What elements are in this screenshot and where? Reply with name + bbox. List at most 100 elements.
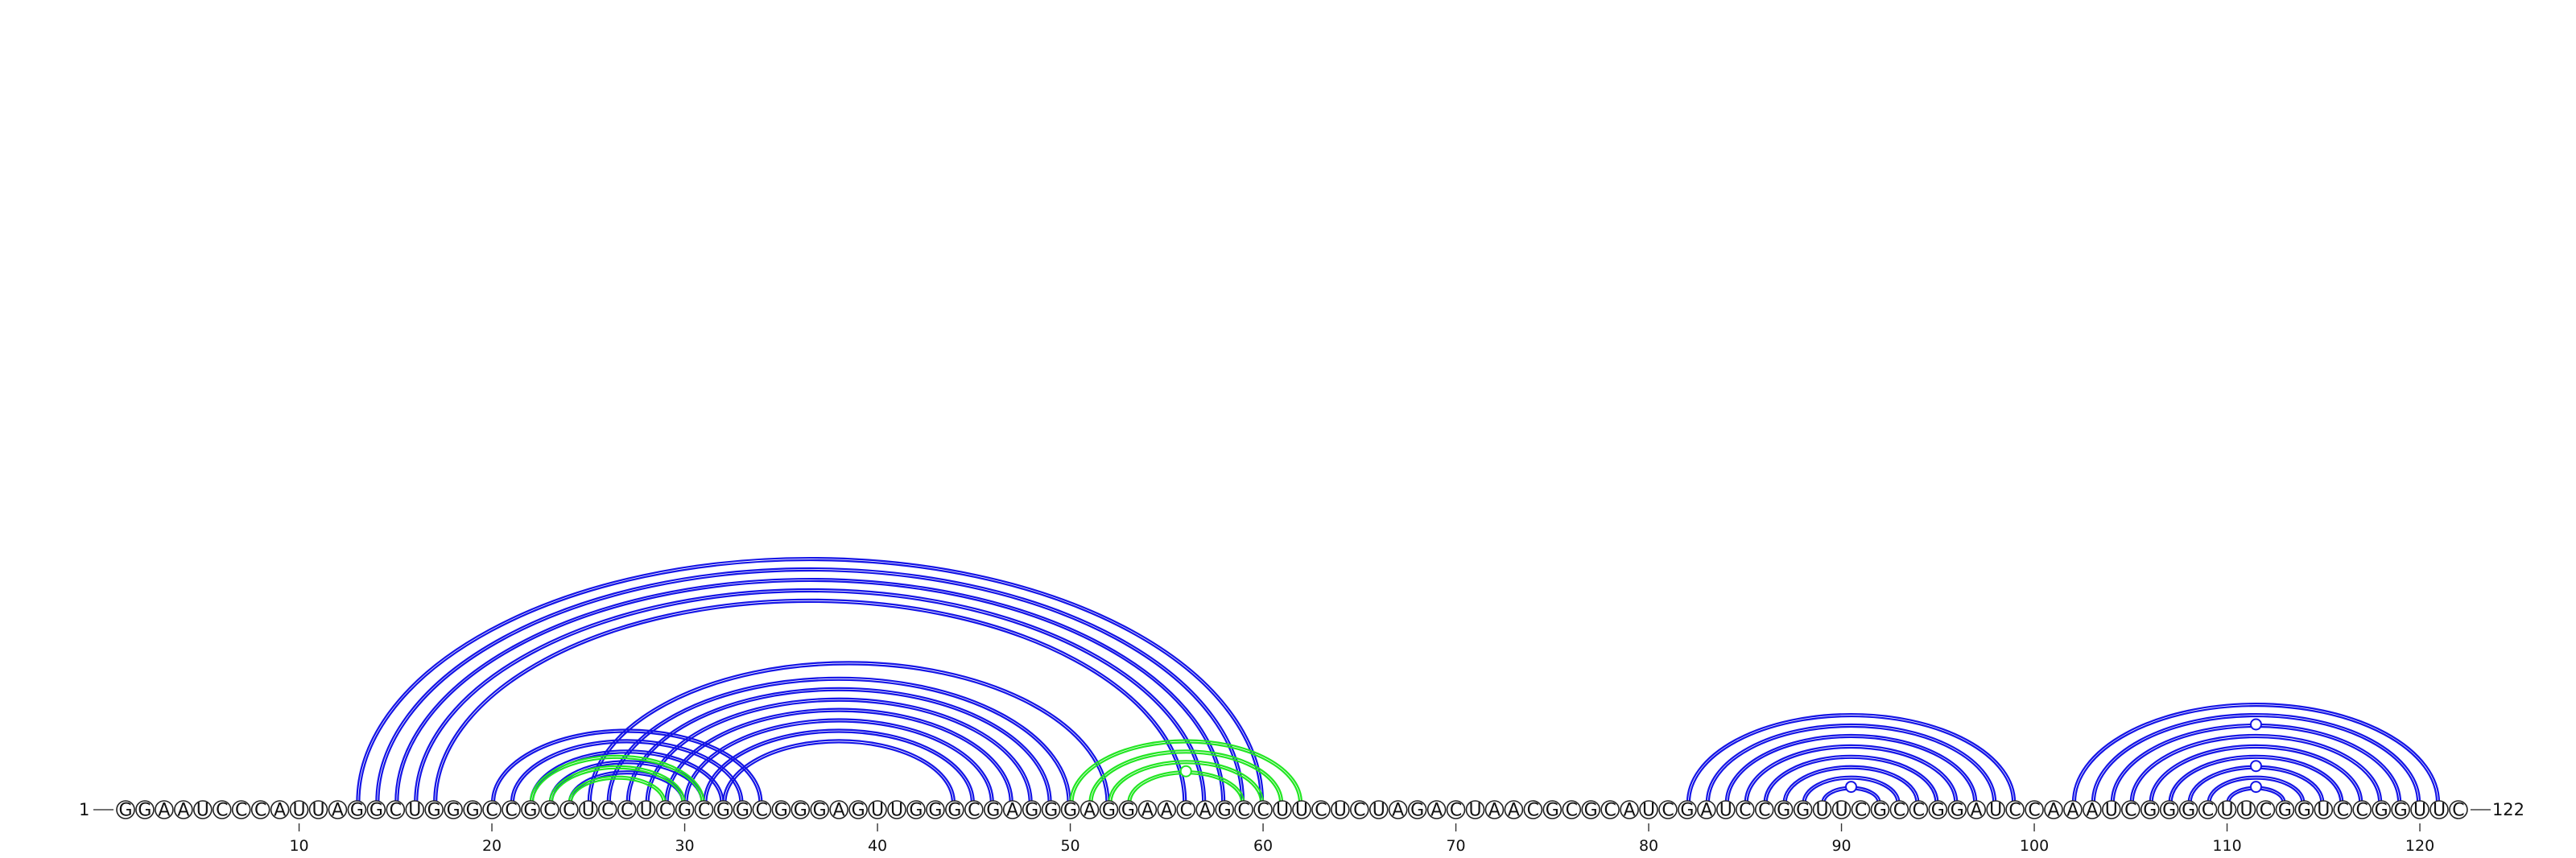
nucleotide-letter: C	[254, 801, 266, 821]
nucleotide-letter: U	[2105, 801, 2118, 821]
nucleotide-letter: G	[2278, 801, 2292, 821]
blue-pair-arc-inner	[2093, 715, 2419, 803]
nucleotide-circle	[1368, 800, 1389, 819]
nucleotide-circle	[1331, 800, 1350, 819]
nucleotide-letter: G	[2297, 801, 2311, 821]
blue-pair-arc	[2071, 703, 2441, 803]
nucleotide-circle	[405, 800, 425, 819]
nucleotide-circle	[155, 800, 174, 819]
nucleotide-circle	[1080, 800, 1100, 819]
nucleotide-letter: C	[2452, 801, 2464, 821]
nucleotide: G	[1870, 800, 1890, 821]
nucleotide: G	[1773, 800, 1794, 821]
green-pair-arc	[548, 765, 686, 803]
nucleotide-letter: G	[1044, 801, 1058, 821]
nucleotide-circle	[964, 800, 984, 819]
nucleotide-letter: G	[813, 801, 827, 821]
nucleotide: C	[2005, 800, 2025, 821]
nucleotide: G	[2140, 800, 2160, 821]
nucleotide-circle	[308, 800, 328, 819]
nucleotide-letter: C	[2008, 801, 2021, 821]
blue-pair-arc-inner	[1746, 746, 1956, 803]
nucleotide-circle	[733, 800, 753, 819]
tick-label: 80	[1639, 837, 1658, 855]
nucleotide-circle	[617, 800, 637, 819]
blue-pair-arc	[1763, 754, 1939, 803]
nucleotide-letter: G	[1777, 801, 1790, 821]
nucleotide: C	[597, 800, 617, 821]
nucleotide-letter: G	[1680, 801, 1694, 821]
nucleotide: G	[2391, 800, 2410, 821]
nucleotide-letter: G	[678, 801, 691, 821]
nucleotide-circle	[1678, 800, 1697, 819]
nucleotide-letter: U	[1989, 801, 2002, 821]
blue-pair-arc	[1724, 733, 1978, 803]
nucleotide: U	[1831, 800, 1852, 821]
nucleotide-letter: G	[909, 801, 923, 821]
nucleotide: A	[1426, 800, 1447, 821]
nucleotide-circle	[1639, 800, 1658, 819]
nucleotide-circle	[1022, 800, 1042, 819]
nucleotide: C	[1350, 800, 1369, 821]
nucleotide: U	[2217, 800, 2237, 821]
nucleotide: A	[1002, 800, 1022, 821]
nucleotide: G	[848, 800, 868, 821]
nucleotide: U	[1986, 800, 2005, 821]
tick-label: 10	[289, 837, 308, 855]
nucleotide: C	[1523, 800, 1543, 821]
nucleotide-circle	[1600, 800, 1620, 819]
nucleotide-circle	[2236, 800, 2256, 819]
nucleotide: C	[1889, 800, 1909, 821]
nucleotide: C	[212, 800, 232, 821]
blue-pair-arc	[1744, 744, 1959, 803]
nucleotide-circle	[366, 800, 386, 819]
nucleotide-circle	[636, 800, 656, 819]
nucleotide: C	[540, 800, 559, 821]
nucleotide-letter: U	[1373, 801, 1385, 821]
nucleotide-letter: G	[2143, 801, 2157, 821]
nucleotide-letter: G	[118, 801, 132, 821]
nucleotide: U	[1331, 800, 1350, 821]
nucleotide: C	[694, 800, 714, 821]
nucleotide: C	[386, 800, 406, 821]
nucleotide-letter: A	[2066, 801, 2079, 821]
blue-pair-arc-inner	[436, 600, 1185, 803]
nucleotide-letter: G	[774, 801, 788, 821]
nucleotide-letter: A	[1430, 801, 1443, 821]
nucleotide-letter: G	[1796, 801, 1810, 821]
nucleotide-letter: C	[1604, 801, 1616, 821]
nucleotide-circle	[1137, 800, 1158, 819]
nucleotide-circle	[1967, 800, 1986, 819]
nucleotide-letter: A	[158, 801, 170, 821]
nucleotide-circle	[1465, 800, 1485, 819]
nucleotide-letter: G	[852, 801, 865, 821]
nucleotide-letter: U	[408, 801, 421, 821]
blue-pair-arc-inner	[1785, 767, 1918, 803]
blue-pair-arc-inner	[2209, 778, 2303, 803]
nucleotide: G	[135, 800, 155, 821]
nucleotide-letter: A	[2086, 801, 2098, 821]
nucleotide-letter: C	[216, 801, 228, 821]
nucleotide-letter: U	[1276, 801, 1289, 821]
nucleotide: G	[1022, 800, 1042, 821]
nucleotide: G	[1060, 800, 1080, 821]
nucleotide-letter: A	[1392, 801, 1404, 821]
nucleotide: G	[1099, 800, 1119, 821]
nucleotide-circle	[1736, 800, 1755, 819]
nucleotide-letter: U	[2413, 801, 2426, 821]
nucleotide: A	[1137, 800, 1158, 821]
nucleotide-circle	[2044, 800, 2063, 819]
nucleotide-circle	[502, 800, 521, 819]
nucleotide: U	[2314, 800, 2334, 821]
nucleotide-circle	[1350, 800, 1369, 819]
nucleotide: C	[1446, 800, 1466, 821]
nucleotide-circle	[1523, 800, 1543, 819]
nucleotide-circle	[868, 800, 887, 819]
nucleotide-circle	[2256, 800, 2276, 819]
nucleotide-letter: A	[177, 801, 189, 821]
nucleotide: G	[906, 800, 926, 821]
nucleotide-circle	[578, 800, 598, 819]
nucleotide: C	[1234, 800, 1253, 821]
nucleotide-circle	[2102, 800, 2121, 819]
nucleotide-circle	[270, 800, 290, 819]
